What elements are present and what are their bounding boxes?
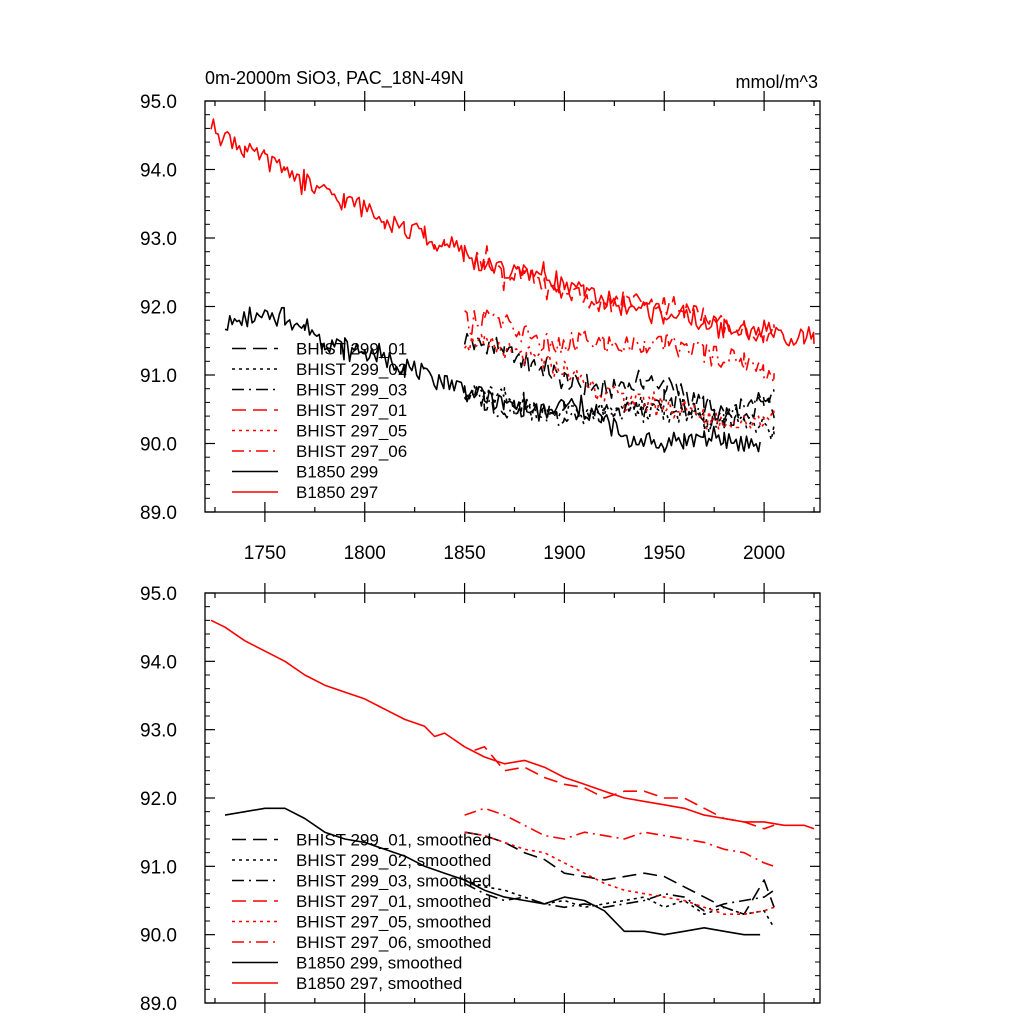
legend-label: BHIST 299_03, smoothed xyxy=(296,872,491,891)
legend-label: BHIST 297_05 xyxy=(296,422,407,441)
series-line-bhist-297-06 xyxy=(464,309,775,384)
x-tick-label: 1800 xyxy=(344,543,386,564)
y-tick-label: 94.0 xyxy=(140,161,177,182)
series-group xyxy=(210,118,815,453)
legend-label: BHIST 297_06 xyxy=(296,442,407,461)
series-line-bhist-297-05-smoothed xyxy=(464,831,775,916)
y-tick-label: 95.0 xyxy=(140,92,177,113)
series-group xyxy=(210,619,815,936)
series-line-b1850-297 xyxy=(210,118,815,347)
top-panel: 89.0 90.0 91.0 92.0 93.0 94.0 95.0 1750 1800 1850… xyxy=(140,91,821,564)
legend-label: BHIST 299_01 xyxy=(296,340,407,359)
legend-label: BHIST 299_01, smoothed xyxy=(296,831,491,850)
x-tick-label: 2000 xyxy=(743,543,785,564)
series-line-bhist-299-01 xyxy=(463,332,775,428)
y-tick-label: 92.0 xyxy=(140,298,177,319)
series-line-bhist-297-01 xyxy=(473,245,775,344)
y-tick-label: 90.0 xyxy=(140,435,177,456)
series-line-bhist-299-02-smoothed xyxy=(464,879,775,929)
y-tick-label: 91.0 xyxy=(140,366,177,387)
bottom-panel: 89.0 90.0 91.0 92.0 93.0 94.0 95.0 BHIST 299_01… xyxy=(140,583,821,1015)
series-line-b1850-299 xyxy=(224,306,761,453)
chart-units: mmol/m^3 xyxy=(736,72,818,92)
y-tick-label: 94.0 xyxy=(140,652,177,673)
x-tick-label: 1900 xyxy=(543,543,585,564)
y-tick-label: 95.0 xyxy=(140,584,177,605)
legend-label: BHIST 297_01 xyxy=(296,401,407,420)
y-tick-label: 93.0 xyxy=(140,229,177,250)
y-tick-label: 89.0 xyxy=(140,994,177,1015)
legend-label: BHIST 299_02 xyxy=(296,360,407,379)
legend-label: BHIST 299_03 xyxy=(296,381,407,400)
legend-label: B1850 299 xyxy=(296,463,378,482)
y-tick-label: 93.0 xyxy=(140,721,177,742)
legend-label: BHIST 297_06, smoothed xyxy=(296,933,491,952)
series-line-bhist-297-06-smoothed xyxy=(464,807,775,868)
legend-label: BHIST 297_01, smoothed xyxy=(296,892,491,911)
legend-label: BHIST 297_05, smoothed xyxy=(296,913,491,932)
y-tick-label: 91.0 xyxy=(140,857,177,878)
chart-title: 0m-2000m SiO3, PAC_18N-49N xyxy=(205,68,464,89)
legend-label: BHIST 299_02, smoothed xyxy=(296,851,491,870)
legend-label: B1850 297, smoothed xyxy=(296,974,462,993)
x-tick-label: 1850 xyxy=(443,543,485,564)
series-line-b1850-299-smoothed xyxy=(224,807,761,936)
y-tick-label: 89.0 xyxy=(140,503,177,524)
y-tick-label: 92.0 xyxy=(140,789,177,810)
series-line-bhist-299-03-smoothed xyxy=(464,882,775,912)
y-tick-label: 90.0 xyxy=(140,926,177,947)
legend-label: B1850 297 xyxy=(296,483,378,502)
x-tick-label: 1750 xyxy=(244,543,286,564)
legend-label: B1850 299, smoothed xyxy=(296,954,462,973)
series-line-b1850-297-smoothed xyxy=(210,619,815,830)
x-tick-label: 1950 xyxy=(643,543,685,564)
